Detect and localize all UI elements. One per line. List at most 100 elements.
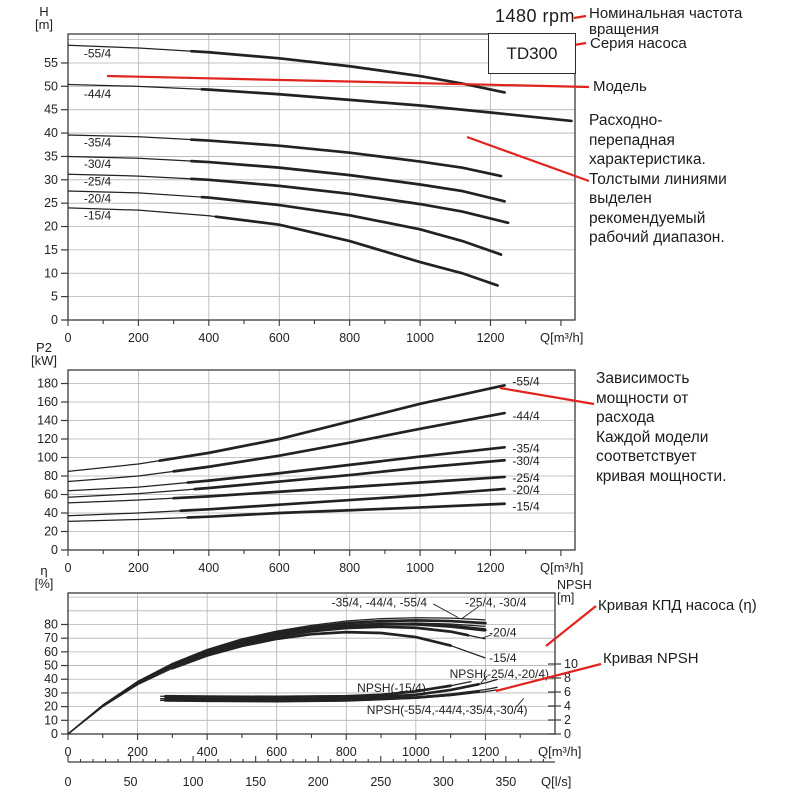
svg-text:40: 40 bbox=[44, 506, 58, 520]
svg-text:Q[m³/h]: Q[m³/h] bbox=[538, 744, 581, 759]
svg-text:NPSH: NPSH bbox=[557, 578, 592, 592]
rpm-pointer-line bbox=[573, 14, 587, 20]
svg-text:-20/4: -20/4 bbox=[84, 191, 112, 205]
svg-text:600: 600 bbox=[269, 331, 290, 345]
svg-text:800: 800 bbox=[339, 561, 360, 575]
svg-text:25: 25 bbox=[44, 196, 58, 210]
svg-text:0: 0 bbox=[51, 727, 58, 741]
svg-text:0: 0 bbox=[65, 775, 72, 789]
svg-text:100: 100 bbox=[183, 775, 204, 789]
svg-text:-15/4: -15/4 bbox=[512, 500, 540, 514]
svg-text:NPSH(-55/4,-44/4,-35/4,-30/4): NPSH(-55/4,-44/4,-35/4,-30/4) bbox=[367, 703, 528, 717]
svg-text:[m]: [m] bbox=[557, 591, 574, 605]
svg-text:-25/4, -30/4: -25/4, -30/4 bbox=[465, 596, 527, 610]
svg-text:Q[m³/h]: Q[m³/h] bbox=[540, 560, 583, 575]
svg-text:120: 120 bbox=[37, 432, 58, 446]
svg-text:1000: 1000 bbox=[406, 331, 434, 345]
efficiency-note-pointer-line bbox=[545, 605, 597, 647]
svg-text:60: 60 bbox=[44, 645, 58, 659]
svg-text:200: 200 bbox=[128, 561, 149, 575]
svg-text:1000: 1000 bbox=[402, 745, 430, 759]
svg-text:180: 180 bbox=[37, 377, 58, 391]
svg-text:-44/4: -44/4 bbox=[512, 409, 540, 423]
svg-text:70: 70 bbox=[44, 631, 58, 645]
svg-text:2: 2 bbox=[564, 713, 571, 727]
svg-text:10: 10 bbox=[44, 713, 58, 727]
svg-text:P2: P2 bbox=[36, 340, 52, 355]
svg-text:0: 0 bbox=[564, 727, 571, 741]
svg-text:-15/4: -15/4 bbox=[84, 208, 112, 222]
svg-text:5: 5 bbox=[51, 290, 58, 304]
svg-text:0: 0 bbox=[65, 745, 72, 759]
svg-text:η: η bbox=[40, 563, 47, 578]
svg-text:Q[m³/h]: Q[m³/h] bbox=[540, 330, 583, 345]
svg-text:1200: 1200 bbox=[477, 561, 505, 575]
svg-text:400: 400 bbox=[198, 331, 219, 345]
svg-text:6: 6 bbox=[564, 685, 571, 699]
svg-text:30: 30 bbox=[44, 173, 58, 187]
svg-text:8: 8 bbox=[564, 671, 571, 685]
svg-text:45: 45 bbox=[44, 103, 58, 117]
svg-text:600: 600 bbox=[269, 561, 290, 575]
svg-text:0: 0 bbox=[51, 543, 58, 557]
svg-text:60: 60 bbox=[44, 488, 58, 502]
model-pointer-line bbox=[106, 74, 590, 89]
series-value: TD300 bbox=[506, 43, 558, 63]
svg-text:NPSH(-15/4): NPSH(-15/4) bbox=[357, 681, 426, 695]
npsh-note: Кривая NPSH bbox=[603, 650, 699, 667]
svg-text:-20/4: -20/4 bbox=[512, 483, 540, 497]
svg-text:[kW]: [kW] bbox=[31, 353, 57, 368]
svg-text:Q[l/s]: Q[l/s] bbox=[541, 774, 571, 789]
svg-text:600: 600 bbox=[266, 745, 287, 759]
svg-text:-44/4: -44/4 bbox=[84, 87, 112, 101]
model-label: Модель bbox=[593, 78, 647, 95]
svg-text:10: 10 bbox=[564, 657, 578, 671]
svg-text:80: 80 bbox=[44, 617, 58, 631]
efficiency-note: Кривая КПД насоса (η) bbox=[598, 597, 757, 614]
flow-note-pointer-line bbox=[466, 135, 590, 183]
svg-text:[m]: [m] bbox=[35, 17, 53, 32]
svg-text:800: 800 bbox=[339, 331, 360, 345]
svg-text:-35/4: -35/4 bbox=[84, 135, 112, 149]
svg-text:400: 400 bbox=[197, 745, 218, 759]
series-box: TD300 bbox=[488, 33, 576, 74]
svg-text:15: 15 bbox=[44, 243, 58, 257]
svg-text:-30/4: -30/4 bbox=[84, 157, 112, 171]
svg-text:-25/4: -25/4 bbox=[84, 175, 112, 189]
svg-text:1200: 1200 bbox=[472, 745, 500, 759]
svg-text:400: 400 bbox=[198, 561, 219, 575]
svg-text:50: 50 bbox=[124, 775, 138, 789]
svg-text:-35/4, -44/4, -55/4: -35/4, -44/4, -55/4 bbox=[332, 596, 428, 610]
svg-text:200: 200 bbox=[128, 331, 149, 345]
svg-text:20: 20 bbox=[44, 700, 58, 714]
svg-text:-15/4: -15/4 bbox=[489, 651, 517, 665]
rpm-label: Номинальная частота вращения bbox=[589, 5, 743, 38]
svg-text:20: 20 bbox=[44, 525, 58, 539]
svg-text:100: 100 bbox=[37, 451, 58, 465]
svg-text:1200: 1200 bbox=[477, 331, 505, 345]
svg-text:140: 140 bbox=[37, 414, 58, 428]
svg-text:0: 0 bbox=[65, 331, 72, 345]
svg-text:0: 0 bbox=[65, 561, 72, 575]
svg-text:1000: 1000 bbox=[406, 561, 434, 575]
svg-text:10: 10 bbox=[44, 266, 58, 280]
svg-text:4: 4 bbox=[564, 699, 571, 713]
svg-text:200: 200 bbox=[127, 745, 148, 759]
flow-note: Расходно- перепадная характеристика. Тол… bbox=[589, 112, 727, 246]
series-label: Серия насоса bbox=[590, 35, 687, 52]
svg-text:55: 55 bbox=[44, 56, 58, 70]
svg-text:H: H bbox=[39, 4, 48, 19]
svg-text:-55/4: -55/4 bbox=[84, 47, 112, 61]
rpm-value: 1480 rpm bbox=[494, 6, 575, 26]
npsh-note-pointer-line bbox=[495, 662, 602, 693]
svg-text:-55/4: -55/4 bbox=[512, 375, 540, 389]
svg-text:350: 350 bbox=[495, 775, 516, 789]
svg-text:50: 50 bbox=[44, 659, 58, 673]
hq-chart: 0 5 10 15 20 25 30 35 40 45 50 55 0 200 400 600 800 1000 1… bbox=[35, 4, 583, 345]
svg-text:-35/4: -35/4 bbox=[512, 441, 540, 455]
svg-text:[%]: [%] bbox=[35, 576, 54, 591]
svg-text:250: 250 bbox=[370, 775, 391, 789]
svg-text:20: 20 bbox=[44, 220, 58, 234]
svg-text:50: 50 bbox=[44, 79, 58, 93]
